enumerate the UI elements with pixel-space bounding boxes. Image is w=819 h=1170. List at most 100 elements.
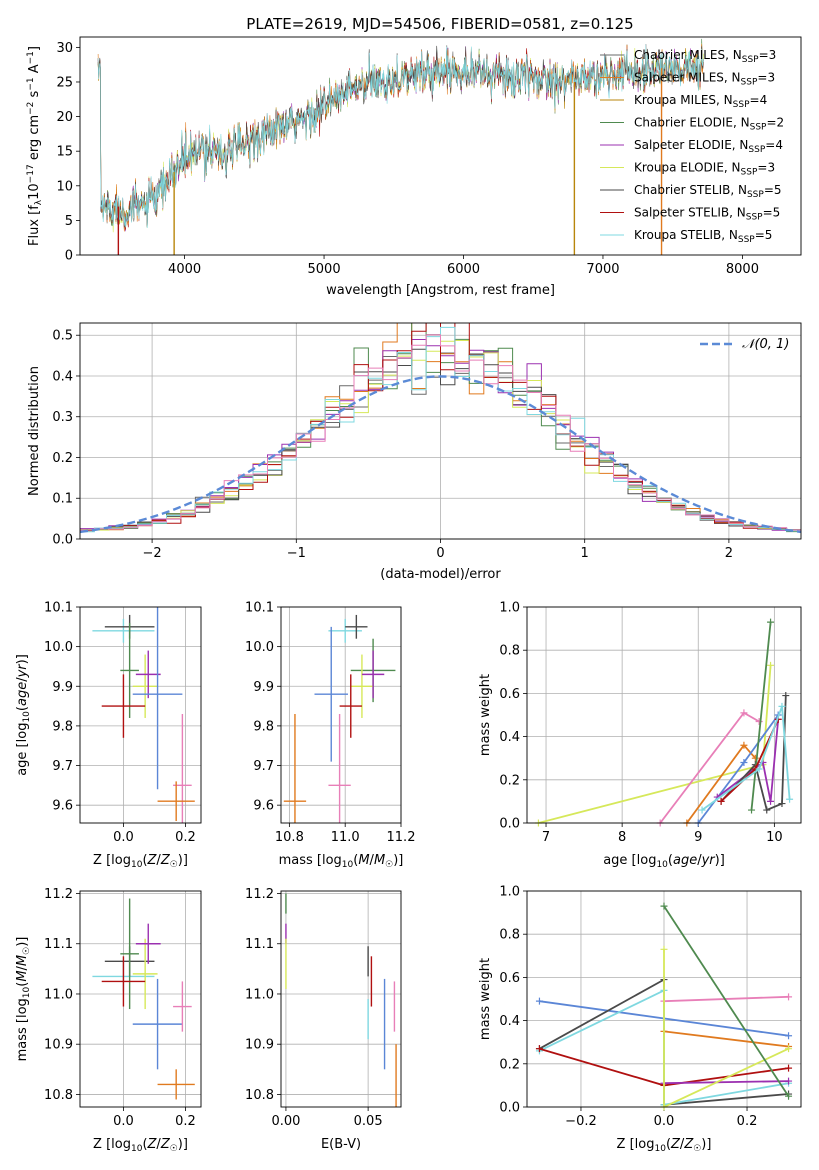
y-tick-label: 0.2: [499, 773, 520, 788]
label-part: =5: [763, 206, 781, 220]
label-part: Z: [160, 1137, 171, 1152]
y-tick-label: 9.8: [253, 719, 274, 734]
x-tick-label: 0.2: [737, 1114, 758, 1129]
y-axis-label: age [log10(age/yr)]: [15, 654, 32, 776]
axes-frame: [526, 606, 802, 824]
label-part: Chabrier STELIB, N: [634, 183, 747, 197]
label-part: Chabrier MILES, N: [634, 48, 742, 62]
label-part: =3: [759, 48, 777, 62]
weight-point: [660, 945, 668, 953]
label-part: =2: [766, 116, 784, 130]
label-part: ☉: [170, 860, 178, 870]
y-tick-label: 20: [56, 110, 73, 125]
y-tick-label: 0.4: [499, 730, 520, 745]
weight-point: [785, 1064, 793, 1072]
label-part: SSP: [750, 123, 767, 133]
y-tick-label: 0.4: [52, 369, 73, 384]
weight-line-salpeter-miles: [686, 743, 756, 823]
x-tick-label: 2: [725, 546, 733, 561]
axes-frame: [280, 890, 402, 1108]
label-part: SSP: [733, 100, 750, 110]
y-axis-label: mass [log10(M/M☉)]: [15, 937, 32, 1062]
label-part: )]: [715, 853, 725, 868]
label-part: M: [15, 955, 30, 966]
weight-point: [767, 661, 775, 669]
label-part: age: [15, 682, 30, 706]
label-part: 10: [342, 860, 354, 870]
label-part: M: [15, 970, 30, 981]
mass-vs-extinction-panel: 0.00 0.05 10.8 10.9 11.0 11.1 11.2 E(B-V): [245, 887, 402, 1152]
weight-line-salpeter-elodie: [716, 719, 780, 802]
axes-frame: [79, 36, 802, 256]
label-part: /: [15, 965, 30, 970]
y-tick-label: 9.9: [253, 680, 274, 695]
x-tick-label: 0.2: [175, 830, 196, 845]
label-part: SSP: [742, 55, 759, 65]
spectrum-line-salpeter-stelib: [97, 44, 704, 232]
label-part: 10: [27, 183, 42, 200]
y-tick-label: 0.5: [52, 329, 73, 344]
mass-vs-metallicity-panel: 0.0 0.210.810.911.011.111.2Z [log10(Z/Z☉)…: [15, 887, 202, 1154]
weight-point: [740, 741, 748, 749]
axes-frame: [526, 890, 802, 1108]
label-part: Z [log: [93, 1137, 131, 1152]
label-part: (: [15, 706, 30, 711]
legend-entry: Kroupa MILES, NSSP=4: [634, 93, 767, 110]
axes-frame: [280, 606, 402, 824]
x-axis-label: Z [log10(Z/Z☉)]: [93, 1137, 188, 1154]
legend-entry: Salpeter MILES, NSSP=3: [634, 71, 775, 88]
y-axis-label: Normed distribution: [27, 366, 42, 496]
label-part: s: [27, 90, 42, 101]
label-part: Salpeter STELIB, N: [634, 206, 746, 220]
y-axis-label: mass weight: [478, 958, 493, 1040]
y-tick-label: 0.2: [499, 1057, 520, 1072]
weight-point: [782, 692, 790, 700]
label-part: 10: [131, 1144, 143, 1154]
weight-point: [778, 702, 786, 710]
y-tick-label: 9.8: [52, 719, 73, 734]
label-part: Z [log: [617, 1137, 655, 1152]
x-tick-label: 5000: [308, 262, 341, 277]
y-tick-label: 15: [56, 145, 73, 160]
weight-line-salpeter-elodie: [663, 1080, 789, 1085]
weight-point: [767, 797, 775, 805]
label-part: −1: [26, 51, 36, 64]
residual-histogram-panel: −2 −1 0 1 2 0.0 0.1 0.2 0.3 0.4 0.5 𝒩(0, 1) (data-mo…: [27, 322, 802, 582]
y-tick-label: 10.1: [245, 601, 274, 616]
label-part: mass [log: [15, 998, 30, 1061]
spectrum-line-chabrier-elodie: [97, 38, 704, 228]
label-part: /: [370, 853, 375, 868]
label-part: age [log: [603, 853, 656, 868]
label-part: ]: [27, 46, 42, 51]
weight-point: [717, 797, 725, 805]
label-part: −17: [26, 164, 36, 183]
legend-entry: Chabrier MILES, NSSP=3: [634, 48, 776, 65]
weight-point: [660, 902, 668, 910]
spectrum-panel: 4000 5000 6000 7000 8000 0 5 10 15 20 25 30 Chabrier…: [26, 36, 802, 298]
x-tick-label: −0.2: [565, 1114, 597, 1129]
y-tick-label: 11.2: [245, 887, 274, 902]
label-part: erg cm: [27, 115, 42, 164]
figure-title: PLATE=2619, MJD=54506, FIBERID=0581, z=0…: [246, 15, 633, 33]
y-tick-label: 0.3: [52, 410, 73, 425]
label-part: SSP: [746, 213, 763, 223]
histogram-kroupa-stelib: [80, 326, 801, 533]
label-part: 10: [654, 1144, 666, 1154]
label-part: /: [697, 853, 702, 868]
label-part: Z [log: [93, 853, 131, 868]
x-tick-label: 7: [542, 830, 550, 845]
weight-point: [755, 717, 763, 725]
y-tick-label: 0.0: [499, 1101, 520, 1116]
label-part: Salpeter ELODIE, N: [634, 138, 748, 152]
x-axis-label: Z [log10(Z/Z☉)]: [617, 1137, 712, 1154]
x-tick-label: 7000: [586, 262, 619, 277]
y-tick-label: 10.9: [245, 1038, 274, 1053]
label-part: =5: [755, 228, 773, 242]
x-tick-label: 6000: [447, 262, 480, 277]
weight-point: [778, 800, 786, 808]
axes-frame: [79, 322, 802, 540]
label-part: −2: [26, 102, 36, 115]
normal-distribution-curve: [80, 375, 801, 534]
label-part: Salpeter MILES, N: [634, 71, 741, 85]
